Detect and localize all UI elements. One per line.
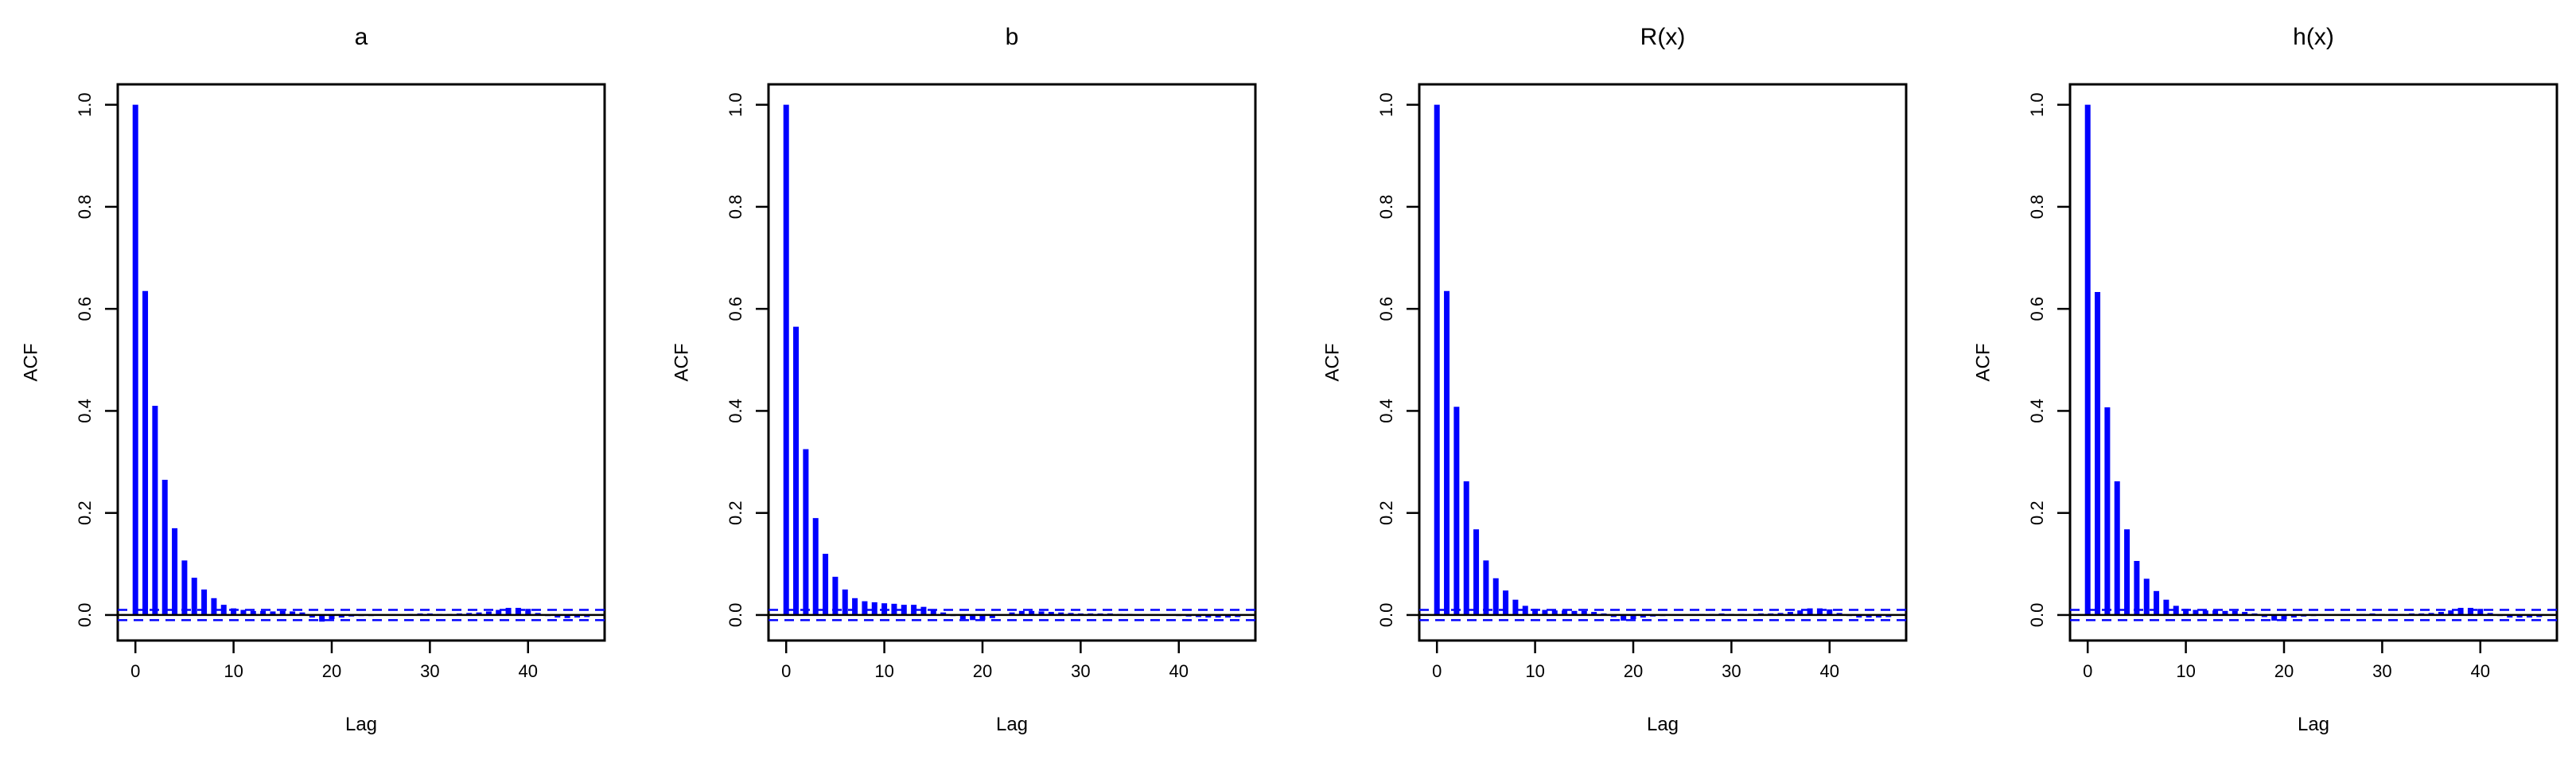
x-tick-label: 20	[1624, 661, 1643, 681]
y-tick-label: 0.0	[75, 603, 95, 628]
acf-bars	[1434, 104, 1892, 621]
acf-panel-3: R(x) 0 10 20 30 40 Lag 0.0 0.2 0.4 0.6 0.8 1.0 ACF	[1321, 24, 1908, 735]
y-tick-label: 0.6	[2027, 297, 2047, 321]
x-axis-label: Lag	[345, 714, 377, 735]
y-axis: 0.0 0.2 0.4 0.6 0.8 1.0	[1376, 92, 1419, 627]
y-tick-label: 1.0	[726, 92, 745, 117]
x-tick-label: 10	[1525, 661, 1544, 681]
y-tick-label: 0.4	[2027, 399, 2047, 423]
panel-title: a	[355, 24, 368, 50]
x-axis-label: Lag	[996, 714, 1028, 735]
acf-bars	[132, 104, 590, 622]
y-tick-label: 0.4	[726, 399, 745, 423]
x-tick-label: 0	[781, 661, 791, 681]
acf-panel-1: a 0 10 20 30 40 Lag 0.0 0.2 0.4 0.6 0.8 1.0 ACF	[20, 24, 606, 735]
x-tick-label: 40	[1820, 661, 1839, 681]
y-tick-label: 0.0	[2027, 603, 2047, 628]
y-tick-label: 0.2	[2027, 500, 2047, 525]
panel-title: h(x)	[2293, 24, 2334, 50]
x-tick-label: 10	[874, 661, 893, 681]
y-axis: 0.0 0.2 0.4 0.6 0.8 1.0	[75, 92, 118, 627]
x-tick-label: 30	[420, 661, 439, 681]
y-tick-label: 0.8	[1376, 195, 1396, 220]
x-tick-label: 20	[2274, 661, 2294, 681]
panel-title: b	[1006, 24, 1019, 50]
y-tick-label: 0.8	[75, 195, 95, 220]
x-tick-label: 40	[1169, 661, 1189, 681]
x-tick-label: 30	[1071, 661, 1090, 681]
y-axis-label: ACF	[20, 344, 41, 382]
y-axis: 0.0 0.2 0.4 0.6 0.8 1.0	[726, 92, 769, 627]
x-tick-label: 10	[224, 661, 243, 681]
y-tick-label: 0.4	[1376, 399, 1396, 423]
y-tick-label: 0.8	[2027, 195, 2047, 220]
x-axis: 0 10 20 30 40	[2083, 641, 2490, 681]
x-tick-label: 0	[1432, 661, 1442, 681]
plot-frame	[1418, 83, 1908, 642]
x-tick-label: 0	[130, 661, 140, 681]
y-axis-label: ACF	[671, 344, 692, 382]
y-tick-label: 0.2	[1376, 500, 1396, 525]
y-tick-label: 0.2	[75, 500, 95, 525]
y-axis: 0.0 0.2 0.4 0.6 0.8 1.0	[2027, 92, 2070, 627]
acf-panel-4: h(x) 0 10 20 30 40 Lag 0.0 0.2 0.4 0.6 0.8 1.0 ACF	[1972, 24, 2558, 735]
y-tick-label: 0.4	[75, 399, 95, 423]
y-tick-label: 0.0	[1376, 603, 1396, 628]
x-tick-label: 40	[519, 661, 538, 681]
acf-bars	[2084, 104, 2543, 621]
acf-panel-2: b 0 10 20 30 40 Lag 0.0 0.2 0.4 0.6 0.8 1.0 ACF	[671, 24, 1257, 735]
y-tick-label: 0.6	[726, 297, 745, 321]
plot-frame	[116, 83, 606, 642]
y-tick-label: 0.6	[1376, 297, 1396, 321]
x-tick-label: 30	[1722, 661, 1741, 681]
y-tick-label: 1.0	[1376, 92, 1396, 117]
acf-bars	[783, 104, 1241, 621]
y-tick-label: 0.8	[726, 195, 745, 220]
x-tick-label: 20	[322, 661, 341, 681]
plot-frame	[2068, 83, 2558, 642]
x-tick-label: 20	[973, 661, 992, 681]
x-tick-label: 30	[2372, 661, 2391, 681]
x-axis-label: Lag	[2298, 714, 2329, 735]
y-tick-label: 1.0	[2027, 92, 2047, 117]
x-tick-label: 10	[2176, 661, 2195, 681]
plot-frame	[767, 83, 1257, 642]
y-tick-label: 1.0	[75, 92, 95, 117]
y-axis-label: ACF	[1321, 344, 1343, 382]
panel-title: R(x)	[1640, 24, 1686, 50]
y-tick-label: 0.6	[75, 297, 95, 321]
x-tick-label: 40	[2471, 661, 2490, 681]
x-axis: 0 10 20 30 40	[1432, 641, 1839, 681]
x-axis: 0 10 20 30 40	[781, 641, 1189, 681]
y-axis-label: ACF	[1972, 344, 1994, 382]
x-tick-label: 0	[2083, 661, 2092, 681]
x-axis: 0 10 20 30 40	[130, 641, 538, 681]
y-tick-label: 0.0	[726, 603, 745, 628]
x-axis-label: Lag	[1647, 714, 1679, 735]
y-tick-label: 0.2	[726, 500, 745, 525]
